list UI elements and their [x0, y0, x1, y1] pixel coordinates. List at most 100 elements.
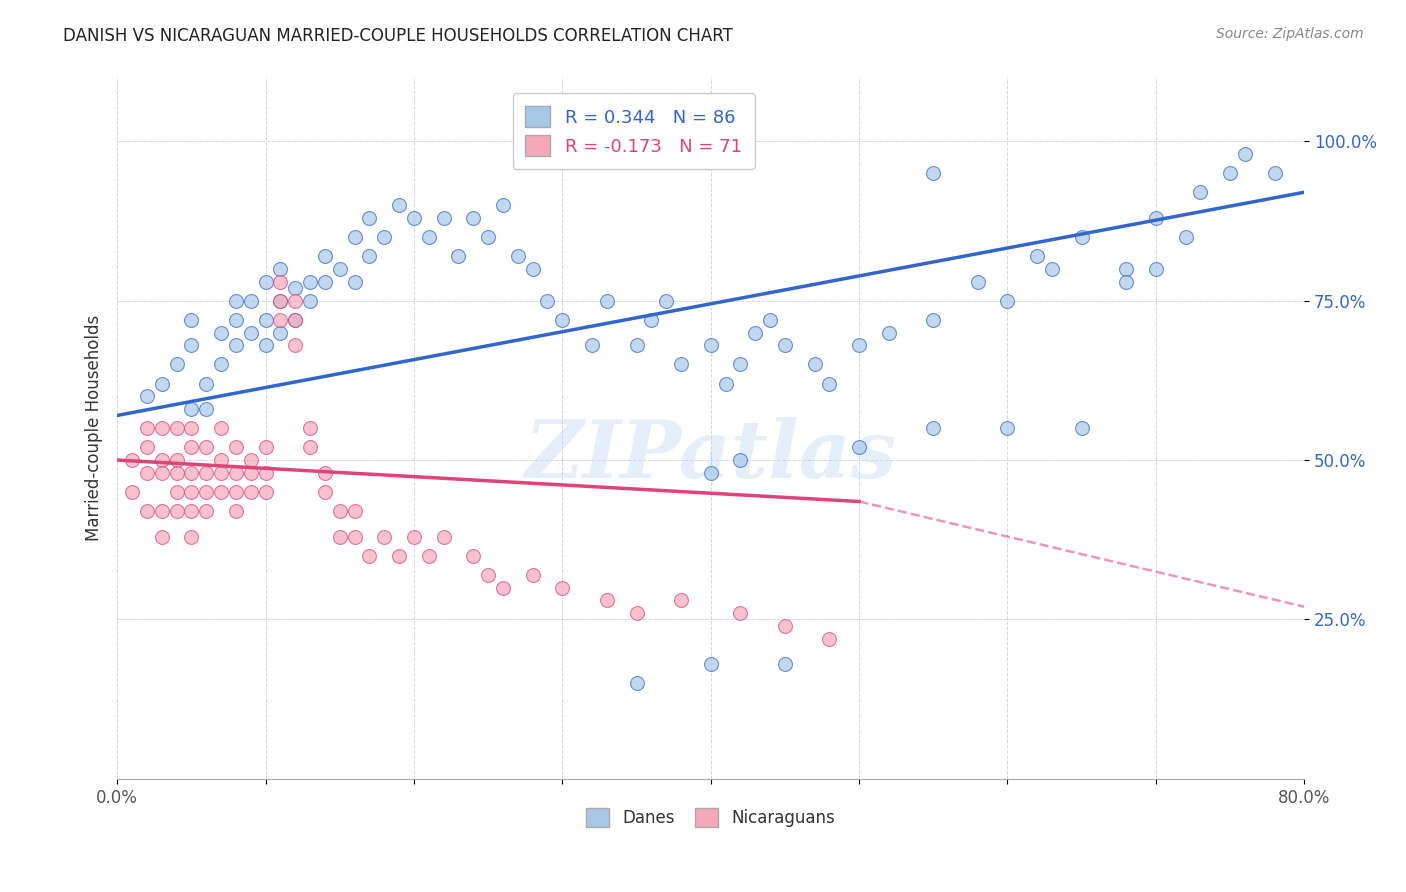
Point — [150, 466, 173, 480]
Point — [239, 466, 262, 480]
Point — [150, 376, 173, 391]
Point — [254, 485, 277, 500]
Point — [225, 485, 247, 500]
Point — [477, 230, 499, 244]
Point — [254, 440, 277, 454]
Point — [269, 293, 291, 308]
Point — [477, 567, 499, 582]
Point — [773, 338, 796, 352]
Point — [1233, 147, 1256, 161]
Point — [818, 632, 841, 646]
Point — [492, 198, 515, 212]
Point — [180, 421, 202, 435]
Point — [209, 466, 232, 480]
Point — [180, 485, 202, 500]
Point — [655, 293, 678, 308]
Point — [299, 275, 322, 289]
Point — [997, 293, 1019, 308]
Point — [195, 402, 218, 417]
Point — [433, 211, 456, 225]
Point — [966, 275, 988, 289]
Point — [418, 549, 440, 563]
Point — [418, 230, 440, 244]
Point — [195, 440, 218, 454]
Point — [596, 293, 619, 308]
Point — [1026, 249, 1049, 263]
Point — [269, 293, 291, 308]
Point — [402, 530, 425, 544]
Point — [135, 440, 157, 454]
Point — [269, 261, 291, 276]
Point — [284, 312, 307, 326]
Point — [581, 338, 603, 352]
Point — [343, 530, 366, 544]
Point — [166, 504, 188, 518]
Point — [314, 275, 336, 289]
Point — [299, 293, 322, 308]
Point — [166, 421, 188, 435]
Point — [744, 326, 766, 340]
Point — [522, 261, 544, 276]
Point — [150, 504, 173, 518]
Point — [314, 485, 336, 500]
Point — [329, 530, 352, 544]
Point — [773, 657, 796, 672]
Point — [239, 453, 262, 467]
Point — [209, 453, 232, 467]
Point — [150, 530, 173, 544]
Point — [463, 549, 485, 563]
Point — [121, 453, 143, 467]
Point — [803, 358, 825, 372]
Point — [180, 530, 202, 544]
Point — [343, 275, 366, 289]
Point — [209, 421, 232, 435]
Point — [373, 530, 395, 544]
Point — [669, 593, 692, 607]
Point — [284, 312, 307, 326]
Point — [536, 293, 558, 308]
Point — [551, 312, 574, 326]
Point — [269, 275, 291, 289]
Point — [447, 249, 470, 263]
Point — [402, 211, 425, 225]
Point — [730, 358, 752, 372]
Point — [166, 485, 188, 500]
Point — [922, 421, 945, 435]
Point — [699, 657, 721, 672]
Point — [225, 504, 247, 518]
Point — [1174, 230, 1197, 244]
Point — [225, 466, 247, 480]
Point — [299, 440, 322, 454]
Point — [284, 338, 307, 352]
Point — [669, 358, 692, 372]
Point — [463, 211, 485, 225]
Point — [848, 338, 870, 352]
Point — [135, 504, 157, 518]
Point — [1040, 261, 1063, 276]
Point — [254, 466, 277, 480]
Point — [997, 421, 1019, 435]
Point — [195, 376, 218, 391]
Point — [388, 198, 411, 212]
Point — [714, 376, 737, 391]
Point — [640, 312, 662, 326]
Point — [225, 293, 247, 308]
Point — [343, 504, 366, 518]
Point — [180, 338, 202, 352]
Point — [225, 338, 247, 352]
Point — [626, 676, 648, 690]
Point — [225, 312, 247, 326]
Point — [522, 567, 544, 582]
Point — [359, 249, 381, 263]
Point — [388, 549, 411, 563]
Point — [239, 326, 262, 340]
Point — [329, 504, 352, 518]
Point — [314, 466, 336, 480]
Point — [299, 421, 322, 435]
Point — [1144, 261, 1167, 276]
Point — [877, 326, 900, 340]
Point — [329, 261, 352, 276]
Text: ZIPatlas: ZIPatlas — [524, 417, 897, 495]
Text: DANISH VS NICARAGUAN MARRIED-COUPLE HOUSEHOLDS CORRELATION CHART: DANISH VS NICARAGUAN MARRIED-COUPLE HOUS… — [63, 27, 733, 45]
Point — [1070, 230, 1092, 244]
